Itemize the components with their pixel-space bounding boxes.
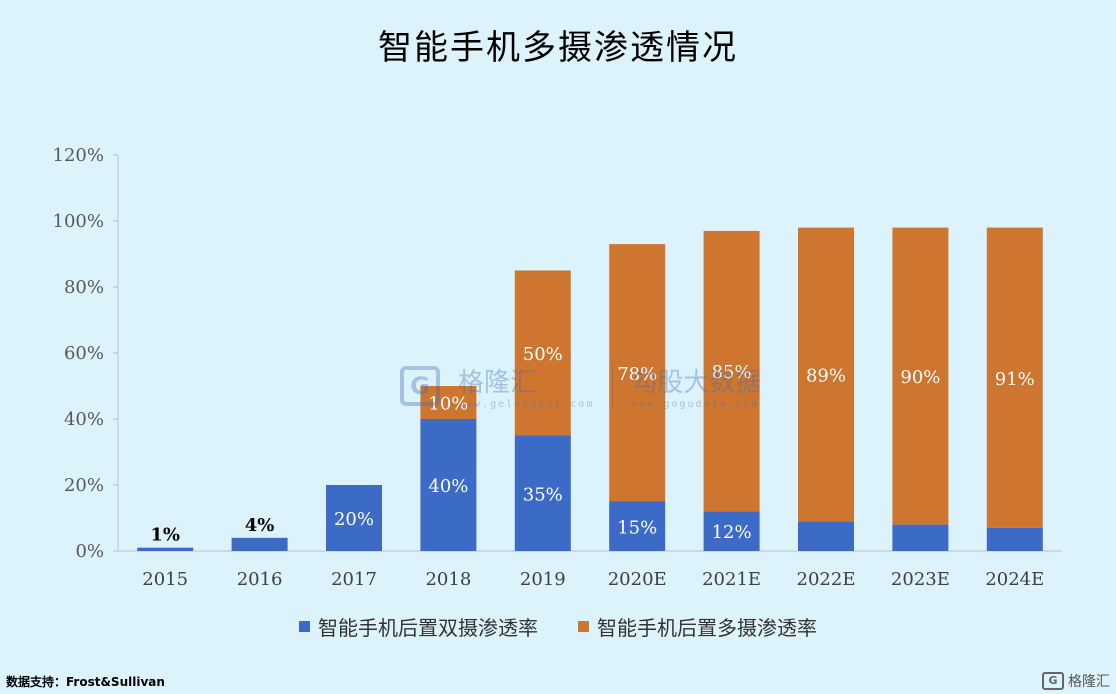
bar-dual — [514, 435, 571, 551]
bar-dual — [798, 521, 854, 551]
bar-multi — [703, 230, 760, 512]
bar-dual — [420, 419, 477, 551]
legend-swatch-multi — [578, 621, 589, 632]
data-label-multi: 10% — [428, 394, 468, 415]
data-label-multi: 90% — [900, 367, 940, 388]
y-tick-label: 20% — [64, 475, 104, 496]
legend-swatch-dual — [299, 621, 310, 632]
x-tick-label: 2020E — [608, 569, 667, 590]
brand-name: 格隆汇 — [1068, 674, 1110, 690]
x-tick-label: 2016 — [237, 569, 283, 590]
bar-dual — [137, 547, 194, 551]
data-label-multi: 78% — [617, 364, 657, 385]
y-tick-label: 0% — [75, 541, 104, 562]
brand-logo-icon: G — [1042, 672, 1064, 690]
data-label-dual: 12% — [712, 522, 752, 543]
bar-multi — [609, 244, 666, 502]
brand-mark: G 格隆汇 — [1042, 671, 1110, 691]
chart-legend: 智能手机后置双摄渗透率 智能手机后置多摄渗透率 — [0, 612, 1116, 641]
y-tick-label: 40% — [64, 409, 104, 430]
y-tick-label: 100% — [53, 211, 104, 232]
data-label-multi: 85% — [712, 362, 752, 383]
legend-item-multi: 智能手机后置多摄渗透率 — [578, 612, 817, 641]
data-label-multi: 50% — [523, 344, 563, 365]
source-note: 数据支持：Frost&Sullivan — [6, 675, 165, 689]
legend-item-dual: 智能手机后置双摄渗透率 — [299, 612, 538, 641]
data-label-dual: 35% — [523, 484, 563, 505]
data-label-multi: 89% — [806, 365, 846, 386]
data-label-dual: 1% — [150, 525, 180, 546]
x-tick-label: 2015 — [142, 569, 188, 590]
bar-multi — [892, 227, 949, 525]
x-tick-label: 2024E — [985, 569, 1044, 590]
data-label-dual: 20% — [334, 509, 374, 530]
x-tick-label: 2022E — [797, 569, 856, 590]
bar-dual — [609, 501, 666, 551]
y-tick-label: 120% — [53, 145, 104, 166]
legend-label-multi: 智能手机后置多摄渗透率 — [597, 616, 817, 640]
bar-dual — [892, 524, 949, 551]
bar-multi — [986, 227, 1043, 528]
data-label-dual: 4% — [245, 515, 275, 536]
x-tick-label: 2017 — [331, 569, 377, 590]
x-tick-label: 2023E — [891, 569, 950, 590]
chart-title: 智能手机多摄渗透情况 — [378, 28, 738, 68]
bar-multi — [420, 386, 477, 419]
bar-multi — [514, 270, 571, 436]
bar-dual — [703, 511, 760, 551]
bar-dual — [231, 537, 288, 551]
y-tick-label: 60% — [64, 343, 104, 364]
bar-multi — [798, 227, 854, 522]
x-tick-label: 2019 — [520, 569, 566, 590]
y-tick-label: 80% — [64, 277, 104, 298]
data-label-dual: 15% — [617, 517, 657, 538]
data-label-multi: 91% — [995, 369, 1035, 390]
bar-dual — [326, 485, 382, 551]
x-tick-label: 2021E — [702, 569, 761, 590]
data-label-dual: 40% — [428, 476, 468, 497]
legend-label-dual: 智能手机后置双摄渗透率 — [318, 616, 538, 640]
bar-dual — [986, 527, 1043, 551]
x-tick-label: 2018 — [425, 569, 471, 590]
